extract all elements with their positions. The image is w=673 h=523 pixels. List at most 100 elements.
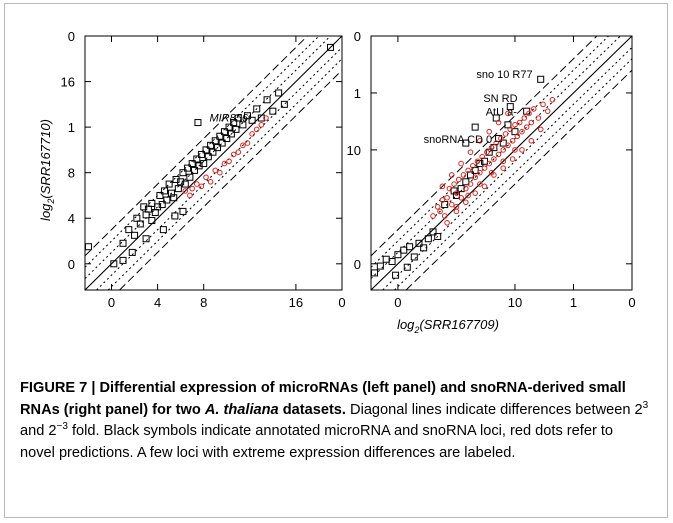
annotated-locus-point bbox=[269, 107, 277, 115]
annotated-locus-point bbox=[400, 246, 408, 254]
figure-frame bbox=[4, 3, 668, 518]
annotated-locus-point bbox=[202, 146, 210, 154]
panel-left-microrna: 0 4 8 16 0 0 4 8 1 16 0 MIR856 bbox=[61, 29, 346, 310]
plot-frame bbox=[84, 35, 343, 291]
annotated-locus-point bbox=[190, 166, 198, 174]
annotated-locus-point bbox=[326, 43, 334, 51]
novel-prediction-point bbox=[486, 160, 493, 167]
annotated-locus-point bbox=[158, 201, 166, 209]
annotated-locus-point bbox=[216, 132, 224, 140]
novel-prediction-point bbox=[535, 115, 542, 121]
annotated-locus-point bbox=[420, 244, 428, 252]
annotated-locus-point bbox=[151, 209, 159, 217]
annotated-locus-point bbox=[280, 100, 288, 108]
y-tick-label: 0 bbox=[68, 29, 75, 44]
annotated-locus-point bbox=[181, 180, 189, 188]
novel-prediction-point bbox=[498, 135, 504, 142]
annotated-locus-point bbox=[154, 203, 162, 211]
novel-prediction-point bbox=[439, 183, 446, 190]
annotated-locus-point bbox=[248, 116, 256, 124]
novel-prediction-point bbox=[458, 194, 464, 201]
annotated-locus-point bbox=[142, 235, 150, 243]
annotated-locus-point bbox=[504, 121, 512, 129]
annotated-locus-point bbox=[128, 248, 136, 256]
annotated-locus-point bbox=[119, 239, 127, 247]
y-tick-label: 8 bbox=[68, 166, 75, 181]
locus-annotation: MIR856 bbox=[209, 112, 248, 124]
annotated-locus-point bbox=[506, 103, 514, 111]
annotated-locus-point bbox=[211, 137, 219, 145]
novel-prediction-point bbox=[521, 115, 528, 121]
novel-prediction-point bbox=[488, 169, 495, 176]
novel-prediction-point bbox=[528, 137, 535, 144]
x-tick-label: 16 bbox=[289, 295, 303, 310]
novel-prediction-point bbox=[226, 158, 232, 165]
novel-prediction-point bbox=[500, 165, 507, 171]
novel-prediction-point bbox=[519, 147, 525, 153]
annotated-locus-point bbox=[424, 235, 432, 243]
novel-prediction-point bbox=[512, 122, 518, 128]
novel-prediction-point bbox=[182, 188, 189, 194]
annotated-locus-point bbox=[429, 228, 437, 236]
annotated-locus-point bbox=[234, 114, 242, 122]
novel-prediction-point bbox=[474, 158, 481, 165]
annotated-locus-point bbox=[148, 217, 156, 225]
fold-line bbox=[370, 35, 609, 268]
annotated-locus-point bbox=[195, 162, 203, 170]
novel-prediction-point bbox=[444, 219, 450, 226]
fold-line bbox=[370, 35, 598, 257]
y-tick-label: 1 bbox=[68, 120, 75, 135]
novel-prediction-point bbox=[477, 137, 483, 144]
annotated-locus-point bbox=[441, 201, 449, 209]
annotated-locus-point bbox=[156, 191, 164, 199]
annotated-locus-point bbox=[223, 135, 231, 143]
novel-prediction-point bbox=[453, 204, 460, 210]
novel-prediction-point bbox=[505, 142, 511, 149]
fold-line bbox=[394, 58, 633, 291]
fold-line bbox=[84, 35, 343, 291]
fold-line bbox=[382, 47, 633, 291]
annotated-locus-point bbox=[239, 121, 247, 129]
annotated-locus-point bbox=[131, 231, 139, 239]
annotated-locus-point bbox=[140, 203, 148, 211]
caption-title: FIGURE 7 | Differential expression of mi… bbox=[20, 380, 626, 418]
x-tick-label: 8 bbox=[200, 295, 207, 310]
novel-prediction-point bbox=[479, 153, 485, 160]
annotated-locus-point bbox=[197, 150, 205, 158]
novel-prediction-point bbox=[189, 185, 195, 192]
annotated-locus-point bbox=[462, 178, 470, 186]
annotated-locus-point bbox=[253, 105, 261, 113]
novel-prediction-point bbox=[441, 213, 448, 219]
annotated-locus-point bbox=[220, 128, 228, 136]
novel-prediction-point bbox=[540, 101, 546, 108]
x-axis-label: log2(SRR167709) bbox=[397, 317, 499, 335]
fold-line bbox=[119, 69, 343, 291]
novel-prediction-point bbox=[516, 119, 523, 126]
y-axis-label: log2(SRR167710) bbox=[38, 119, 56, 221]
y-tick-label: 10 bbox=[347, 143, 361, 158]
annotated-locus-point bbox=[452, 191, 460, 199]
annotated-locus-point bbox=[136, 220, 144, 228]
annotated-locus-point bbox=[171, 212, 179, 220]
novel-prediction-point bbox=[491, 156, 497, 162]
caption-body: Diagonal lines indicate differences betw… bbox=[20, 399, 649, 461]
annotated-locus-point bbox=[163, 196, 171, 204]
novel-prediction-point bbox=[519, 128, 525, 135]
novel-prediction-point bbox=[460, 172, 467, 178]
novel-prediction-point bbox=[509, 156, 516, 162]
annotated-locus-point bbox=[257, 114, 265, 122]
novel-prediction-point bbox=[493, 140, 500, 146]
annotated-locus-point bbox=[184, 164, 192, 172]
fold-line bbox=[107, 58, 343, 291]
locus-annotation: AtU a- bbox=[486, 107, 518, 119]
novel-prediction-point bbox=[434, 204, 441, 210]
novel-prediction-point bbox=[467, 149, 474, 155]
novel-prediction-point bbox=[486, 128, 493, 135]
annotated-locus-point bbox=[462, 139, 470, 147]
novel-prediction-point bbox=[544, 108, 551, 114]
annotated-locus-point bbox=[495, 135, 503, 143]
annotated-locus-point bbox=[161, 187, 169, 195]
x-tick-label: 0 bbox=[394, 295, 401, 310]
novel-prediction-point bbox=[455, 176, 462, 183]
